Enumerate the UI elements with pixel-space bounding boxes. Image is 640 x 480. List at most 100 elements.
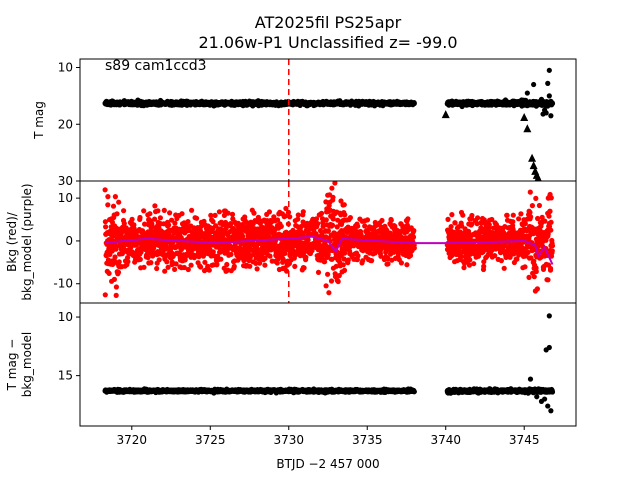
data-point (151, 245, 157, 251)
data-point (102, 292, 108, 298)
data-point (102, 219, 108, 225)
data-point (105, 257, 111, 263)
data-point (172, 266, 178, 272)
outlier-point (531, 81, 537, 88)
bkg-model-line (104, 235, 554, 265)
data-point (388, 217, 394, 223)
data-point (228, 221, 234, 227)
data-point (257, 260, 263, 266)
data-point (510, 219, 516, 225)
data-point (475, 215, 481, 221)
data-point (364, 217, 371, 223)
y-tick-label: 10 (58, 191, 73, 205)
data-point (323, 217, 329, 223)
y-tick-label: 30 (58, 174, 73, 188)
data-point (141, 208, 147, 214)
data-point (342, 250, 348, 256)
data-point (492, 253, 498, 259)
data-point (185, 219, 191, 225)
data-point (114, 211, 120, 217)
data-segment-background-2 (444, 189, 556, 294)
data-point (504, 212, 510, 218)
data-point (287, 214, 293, 220)
data-point (110, 203, 117, 209)
data-point (449, 212, 455, 218)
upper-limit-marker (529, 161, 538, 170)
data-point (469, 221, 475, 227)
data-point (531, 274, 537, 280)
data-point (115, 269, 122, 275)
data-point (181, 264, 187, 271)
data-point (411, 245, 417, 251)
data-point (531, 258, 537, 264)
data-point (155, 208, 161, 214)
data-point (173, 261, 179, 267)
data-point (254, 266, 260, 272)
data-point (445, 216, 451, 222)
data-point (283, 205, 289, 212)
data-point (212, 212, 218, 218)
data-point (320, 220, 326, 226)
data-point (138, 249, 144, 255)
data-point (542, 218, 548, 224)
data-point (156, 257, 162, 263)
data-point (267, 253, 273, 259)
data-point (410, 234, 417, 240)
data-point (547, 208, 553, 214)
data-point (459, 223, 465, 229)
data-point (315, 221, 321, 227)
data-point (206, 267, 212, 273)
data-point (411, 100, 417, 107)
upper-limit-marker (523, 124, 532, 133)
data-point (259, 224, 265, 230)
data-point (315, 269, 322, 275)
data-point (548, 219, 554, 225)
data-point (355, 253, 361, 259)
data-point (326, 290, 332, 296)
data-point (229, 211, 236, 217)
data-point (395, 251, 401, 257)
outlier-point (538, 96, 545, 102)
data-point (458, 254, 464, 260)
data-point (525, 249, 531, 255)
data-point (355, 223, 361, 229)
data-point (196, 254, 202, 260)
data-point (292, 263, 298, 269)
data-point (179, 211, 185, 217)
data-point (313, 216, 320, 222)
data-point (163, 244, 170, 250)
data-point (340, 262, 346, 268)
data-point (208, 212, 214, 218)
data-point (116, 259, 122, 265)
data-point (113, 243, 120, 249)
data-point (149, 222, 155, 228)
data-point (405, 216, 411, 222)
data-point (474, 221, 480, 227)
data-point (341, 267, 348, 273)
data-point (262, 262, 268, 268)
data-point (372, 250, 378, 256)
data-point (148, 260, 154, 266)
data-point (266, 209, 272, 215)
data-point (121, 208, 127, 214)
data-point (112, 254, 118, 260)
data-point (240, 233, 246, 239)
data-point (546, 213, 552, 219)
plot-area-residual (102, 313, 556, 414)
axes-frame-light-curve (79, 58, 577, 182)
data-point (448, 224, 454, 230)
data-point (303, 254, 309, 260)
data-point (486, 225, 493, 231)
upper-limit-marker (528, 153, 537, 162)
data-point (282, 250, 288, 256)
data-point (172, 220, 178, 226)
data-point (411, 228, 417, 234)
outlier-point (545, 103, 551, 109)
figure-title-line2: 21.06w-P1 Unclassified z= -99.0 (198, 33, 457, 52)
data-point (319, 210, 325, 216)
y-tick-label: -10 (53, 277, 73, 291)
figure-title-line1: AT2025fil PS25apr (255, 13, 402, 32)
